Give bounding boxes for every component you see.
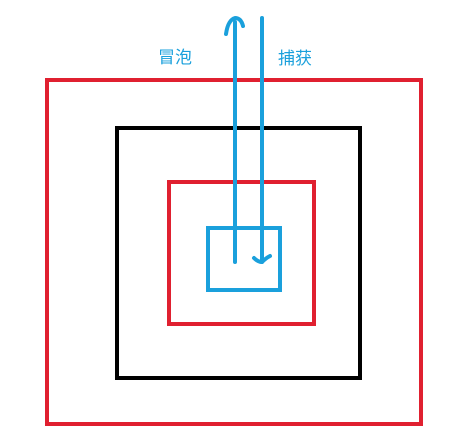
bubble-label: 冒泡 <box>158 48 192 68</box>
inner-red-box <box>167 180 316 326</box>
capture-label: 捕获 <box>278 49 312 69</box>
bubble-arrow-head <box>224 16 245 36</box>
target-blue-box <box>206 226 282 292</box>
capture-arrow-head <box>252 254 272 264</box>
black-box <box>115 126 362 380</box>
bubble-arrow <box>224 16 245 264</box>
capture-arrow <box>252 16 272 264</box>
